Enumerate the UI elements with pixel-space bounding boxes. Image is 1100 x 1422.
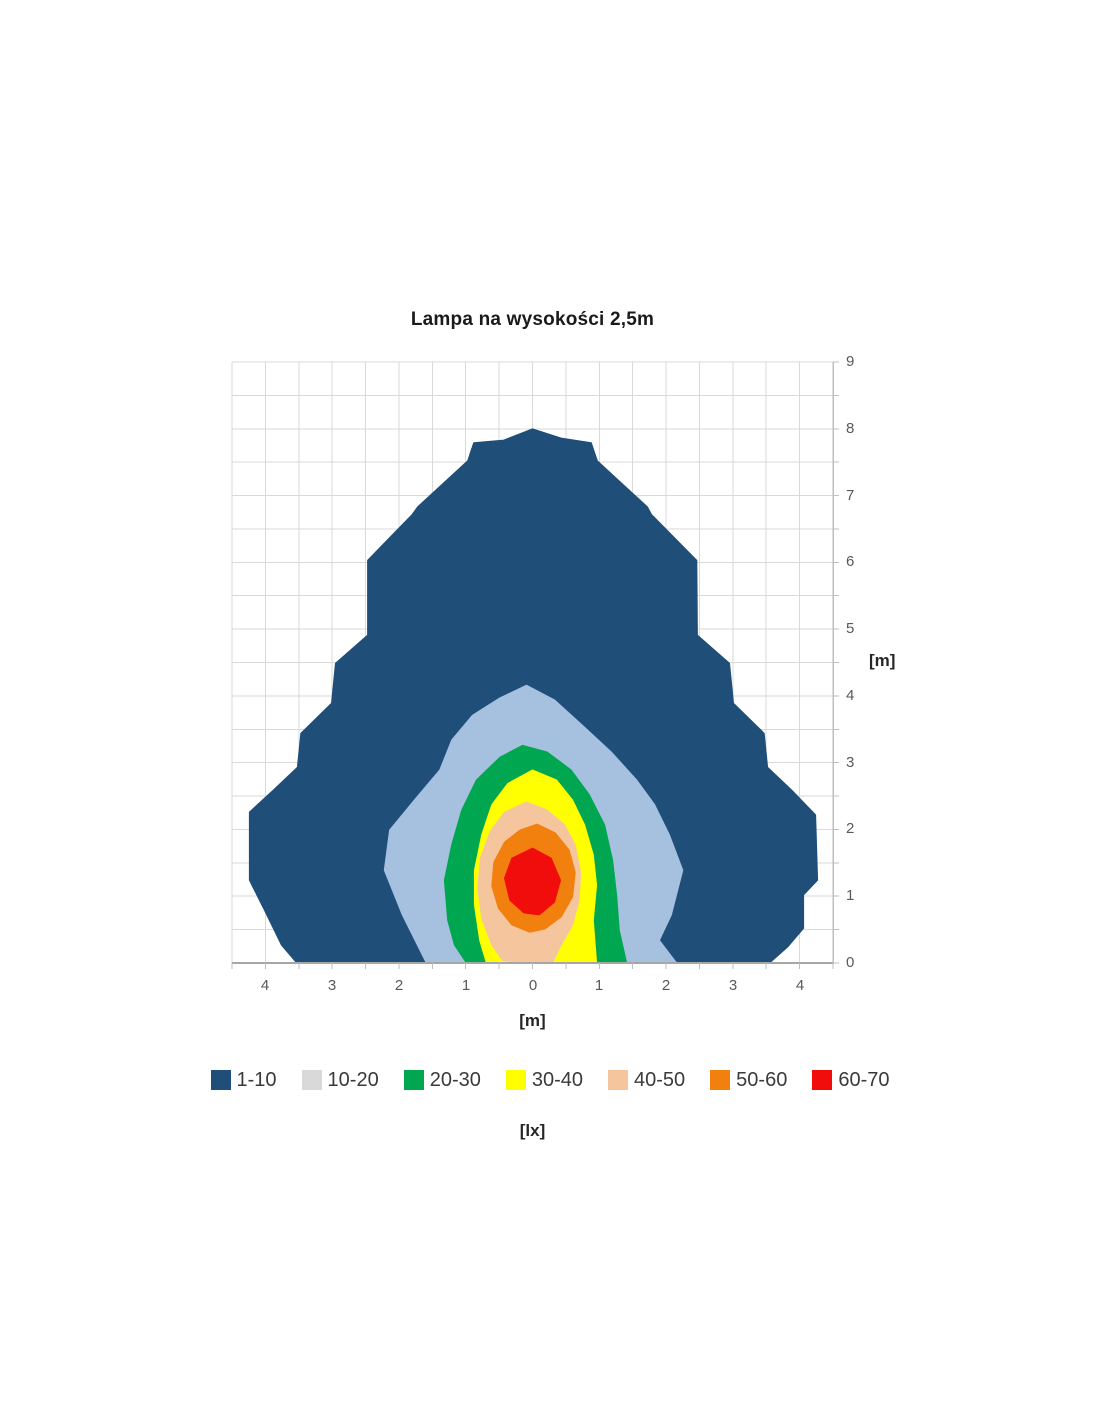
x-tick-label: 3: [728, 977, 738, 994]
legend-unit-label: [lx]: [519, 1121, 546, 1140]
y-axis-unit-label: [m]: [869, 651, 896, 670]
legend-swatch: [812, 1070, 833, 1090]
legend-label: 30-40: [531, 1069, 584, 1091]
legend-swatch: [403, 1070, 424, 1090]
y-tick-label: 1: [846, 887, 855, 904]
y-tick-label: 6: [846, 553, 855, 570]
contour-band-60-70: [504, 847, 561, 916]
legend-item: 50-60: [710, 1068, 787, 1092]
x-tick-label: 2: [661, 977, 671, 994]
legend-item: 60-70: [812, 1068, 889, 1092]
x-axis-unit-label: [m]: [519, 1011, 546, 1030]
legend-label: 40-50: [634, 1069, 686, 1091]
legend-label: 50-60: [736, 1069, 788, 1091]
legend-item: 30-40: [505, 1068, 584, 1092]
x-tick-label: 4: [260, 977, 270, 994]
y-tick-label: 2: [846, 820, 855, 837]
chart-title: Lampa na wysokości 2,5m: [410, 309, 655, 330]
legend-item: 20-30: [403, 1068, 481, 1092]
legend-item: 10-20: [301, 1068, 379, 1092]
legend-swatch: [210, 1070, 231, 1090]
legend-label: 60-70: [838, 1069, 890, 1091]
legend-swatch: [505, 1070, 526, 1090]
y-tick-label: 3: [846, 754, 855, 771]
legend-swatch: [710, 1070, 731, 1090]
x-tick-label: 1: [594, 977, 604, 994]
legend-swatch: [608, 1070, 629, 1090]
x-tick-label: 4: [795, 977, 805, 994]
x-tick-label: 3: [327, 977, 337, 994]
legend-label: 20-30: [429, 1069, 481, 1091]
x-tick-label: 0: [528, 977, 538, 994]
y-tick-label: 0: [846, 954, 855, 971]
x-tick-label: 2: [394, 977, 404, 994]
y-tick-label: 4: [846, 687, 855, 704]
legend-item: 40-50: [608, 1068, 685, 1092]
y-tick-label: 9: [846, 353, 855, 370]
legend-swatch: [301, 1070, 322, 1090]
legend-label: 10-20: [327, 1069, 379, 1091]
legend: 1-10 10-20 20-30 30-40 40-50 50-60 60-70: [0, 1068, 1100, 1092]
y-tick-label: 5: [846, 620, 855, 637]
y-tick-label: 7: [846, 487, 855, 504]
legend-item: 1-10: [210, 1068, 277, 1092]
y-tick-label: 8: [846, 420, 855, 437]
legend-label: 1-10: [236, 1069, 277, 1091]
x-tick-label: 1: [461, 977, 471, 994]
